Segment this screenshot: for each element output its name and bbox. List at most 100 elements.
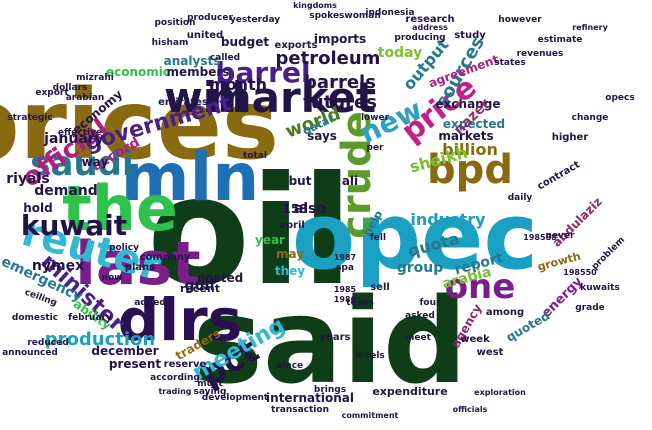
word-158: 158 (282, 202, 307, 216)
word-plans: plans (125, 262, 155, 273)
word-week: week (460, 334, 490, 345)
word-among: among (486, 307, 524, 318)
word-will: will (164, 73, 246, 122)
word-position: position (154, 18, 195, 28)
word-exports: exports (275, 40, 318, 51)
word-problem: problem (590, 235, 627, 272)
word-now: now (102, 273, 123, 283)
word-four: four (420, 298, 442, 308)
word-riyals: riyals (6, 171, 49, 187)
word-brings: brings (314, 385, 346, 395)
word-may: may (276, 247, 304, 261)
word-called: called (210, 53, 240, 63)
word-said: said (193, 272, 468, 410)
word-per: per (367, 143, 385, 153)
word-strategic: strategic (7, 113, 52, 123)
word-recent: recent (180, 282, 220, 295)
word-year: year (255, 233, 285, 247)
word-international: international (266, 391, 354, 405)
word-barrels: barrels (304, 72, 376, 93)
word-added: added (134, 298, 166, 308)
word-estimate: estimate (538, 35, 583, 45)
word-economic: economic (106, 65, 170, 79)
word-kuwait: kuwait (21, 209, 127, 242)
word-arabian: arabian (66, 93, 105, 103)
word-posted: posted (197, 271, 243, 285)
word-since: since (277, 361, 303, 371)
word-198588: 198588 (523, 233, 557, 242)
word-mln: mln (121, 139, 259, 216)
word-opecs: opecs (605, 93, 634, 103)
word-gulf: gulf (185, 278, 217, 294)
word-asked: asked (405, 311, 435, 321)
word-hold: hold (23, 201, 53, 215)
word-billion: billion (442, 140, 498, 159)
word-ali: ali (342, 174, 358, 188)
word-market: market (208, 73, 376, 122)
word-futures: futures (303, 92, 377, 113)
word-according: according (150, 373, 200, 383)
word-however: however (498, 15, 542, 25)
word-analysts: analysts (164, 54, 221, 68)
word-higher: higher (552, 132, 589, 143)
word-reserve: reserve (164, 359, 207, 370)
word-markets: markets (438, 129, 493, 143)
word-bpd: bpd (427, 147, 513, 193)
word-fell: fell (370, 233, 386, 243)
word-company: company (140, 252, 191, 263)
word-west: west (477, 347, 504, 358)
word-change: change (572, 113, 609, 123)
word-domestic: domestic (12, 313, 58, 323)
word-today: today (378, 45, 422, 61)
word-saying: saying (194, 387, 227, 397)
word-present: present (109, 357, 161, 371)
word-saudi: saudi (30, 144, 133, 184)
word-members: members (167, 65, 230, 79)
word-emirates: emirates (158, 97, 208, 108)
word-oil: oil (147, 145, 353, 319)
word-february: february (68, 313, 112, 323)
word-transaction: transaction (271, 405, 329, 415)
word-spa: spa (336, 263, 354, 273)
word-nymex: nymex (32, 258, 84, 274)
word-kuwaits: kuwaits (580, 283, 620, 293)
word-exchange: exchange (436, 97, 501, 111)
word-levels: levels (355, 351, 385, 361)
word-expected: expected (443, 117, 505, 131)
word-1987: 1987 (334, 253, 356, 262)
word-1985: 1985 (334, 285, 357, 294)
word-abdulaziz: abdulaziz (550, 195, 605, 250)
word-expenditure: expenditure (372, 385, 447, 398)
word-198550: 198550 (563, 268, 597, 277)
word-sell: sell (370, 282, 390, 293)
word-mizrahi: mizrahi (76, 73, 114, 83)
word-producer: producer (187, 13, 233, 23)
word-the: the (62, 172, 178, 245)
word-imports: imports (314, 32, 366, 46)
word-daily: daily (508, 193, 533, 203)
word-demand: demand (34, 183, 98, 199)
word-industry: industry (410, 210, 486, 229)
word-april: april (279, 220, 305, 231)
word-dlrs: dlrs (118, 286, 243, 354)
word-spokeswoman: spokeswoman (309, 11, 381, 21)
word-policy: policy (109, 243, 139, 253)
word-prices: prices (0, 69, 279, 181)
word-petroleum: petroleum (276, 48, 381, 69)
word-but: but (289, 174, 312, 188)
word-producing: producing (394, 33, 445, 43)
word-years: years (320, 332, 351, 343)
word-says: says (307, 129, 337, 143)
word-states: states (494, 58, 526, 68)
word-production: production (45, 329, 155, 350)
word-united: united (187, 30, 223, 41)
word-study: study (454, 30, 486, 41)
word-yesterday: yesterday (230, 15, 280, 25)
word-1986: 1986 (334, 295, 357, 304)
word-announced: announced (2, 348, 58, 358)
word-barrel: barrel (215, 56, 310, 89)
word-one: one (445, 267, 516, 307)
word-also: also (294, 201, 327, 217)
word-group: group (397, 260, 444, 276)
